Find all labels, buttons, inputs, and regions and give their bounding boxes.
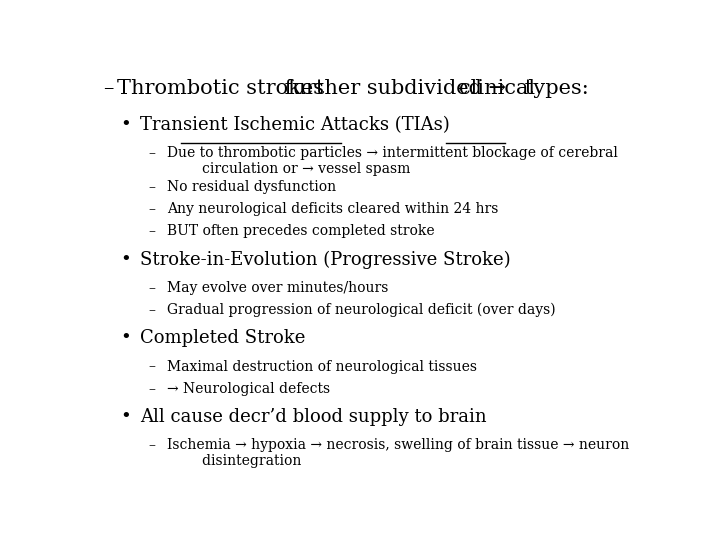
Text: Thrombotic strokes: Thrombotic strokes: [117, 79, 324, 98]
Text: –: –: [148, 146, 156, 160]
Text: types:: types:: [518, 79, 589, 98]
Text: •: •: [121, 251, 132, 269]
Text: Stroke-in-Evolution (Progressive Stroke): Stroke-in-Evolution (Progressive Stroke): [140, 251, 511, 269]
Text: –: –: [148, 202, 156, 217]
Text: –: –: [148, 281, 156, 295]
Text: –: –: [148, 180, 156, 194]
Text: further subdivided →: further subdivided →: [277, 79, 512, 98]
Text: Transient Ischemic Attacks (TIAs): Transient Ischemic Attacks (TIAs): [140, 116, 450, 134]
Text: May evolve over minutes/hours: May evolve over minutes/hours: [167, 281, 388, 295]
Text: –: –: [148, 438, 156, 452]
Text: No residual dysfunction: No residual dysfunction: [167, 180, 336, 194]
Text: –: –: [148, 225, 156, 239]
Text: All cause decr’d blood supply to brain: All cause decr’d blood supply to brain: [140, 408, 487, 426]
Text: –: –: [148, 303, 156, 317]
Text: Completed Stroke: Completed Stroke: [140, 329, 305, 347]
Text: → Neurological defects: → Neurological defects: [167, 382, 330, 396]
Text: Gradual progression of neurological deficit (over days): Gradual progression of neurological defi…: [167, 303, 556, 318]
Text: •: •: [121, 116, 132, 134]
Text: –: –: [104, 79, 121, 98]
Text: Ischemia → hypoxia → necrosis, swelling of brain tissue → neuron
        disinte: Ischemia → hypoxia → necrosis, swelling …: [167, 438, 629, 468]
Text: –: –: [148, 382, 156, 396]
Text: •: •: [121, 408, 132, 426]
Text: clinical: clinical: [459, 79, 536, 98]
Text: –: –: [148, 360, 156, 374]
Text: •: •: [121, 329, 132, 347]
Text: BUT often precedes completed stroke: BUT often precedes completed stroke: [167, 225, 435, 239]
Text: Maximal destruction of neurological tissues: Maximal destruction of neurological tiss…: [167, 360, 477, 374]
Text: Any neurological deficits cleared within 24 hrs: Any neurological deficits cleared within…: [167, 202, 498, 217]
Text: Due to thrombotic particles → intermittent blockage of cerebral
        circulat: Due to thrombotic particles → intermitte…: [167, 146, 618, 177]
